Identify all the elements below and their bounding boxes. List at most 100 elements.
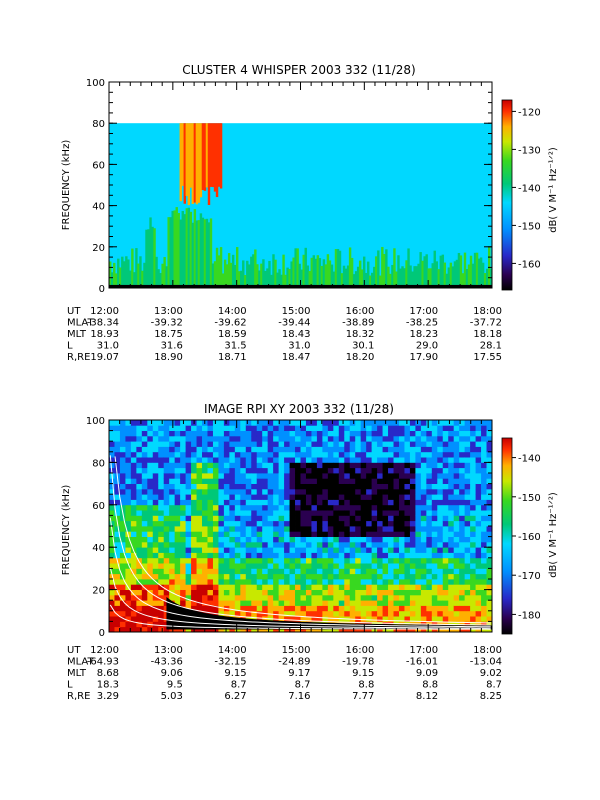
spectrogram-cell — [415, 589, 422, 596]
spectrogram-cell — [196, 420, 203, 426]
emission-column — [280, 274, 283, 285]
spectrogram-cell — [355, 467, 362, 474]
emission-column — [302, 254, 305, 285]
spectrogram-cell — [207, 589, 214, 596]
spectrogram-cell — [481, 467, 487, 474]
spectrogram-cell — [240, 420, 247, 426]
spectrogram-cell — [448, 488, 455, 495]
spectrogram-cell — [223, 435, 230, 442]
spectrogram-cell — [130, 441, 137, 447]
spectrogram-cell — [169, 626, 176, 633]
spectrogram-cell — [377, 552, 383, 559]
spectrogram-cell — [377, 504, 383, 511]
spectrogram-cell — [327, 563, 334, 569]
spectrogram-cell — [464, 478, 471, 484]
spectrogram-cell — [202, 515, 208, 522]
spectrogram-cell — [464, 568, 471, 575]
spectrogram-cell — [415, 457, 422, 463]
spectrogram-cell — [420, 605, 427, 612]
spectrogram-cell — [459, 563, 466, 569]
spectrogram-cell — [333, 610, 340, 617]
spectrogram-cell — [218, 499, 225, 506]
spectrogram-cell — [388, 435, 394, 442]
spectrogram-cell — [240, 441, 247, 447]
spectrogram-cell — [174, 420, 181, 426]
spectrogram-cell — [366, 430, 373, 437]
spectrogram-cell — [152, 557, 159, 564]
spectrogram-cell — [437, 510, 444, 516]
spectrogram-cell — [295, 536, 301, 543]
spectrogram-cell — [251, 473, 258, 479]
spectrogram-cell — [196, 425, 203, 431]
spectrogram-cell — [442, 446, 449, 453]
spectrogram-cell — [273, 573, 280, 580]
burst-column — [181, 123, 184, 186]
spectrogram-cell — [420, 488, 427, 495]
spectrogram-cell — [355, 499, 362, 506]
emission-column — [207, 222, 211, 285]
spectrogram-cell — [212, 526, 219, 532]
spectrogram-cell — [229, 478, 236, 484]
spectrogram-cell — [130, 515, 137, 522]
spectrogram-cell — [163, 573, 170, 580]
spectrogram-cell — [278, 594, 285, 601]
spectrogram-cell — [453, 579, 460, 585]
spectrogram-cell — [305, 552, 312, 559]
spectrogram-cell — [355, 610, 362, 617]
spectrogram-cell — [202, 573, 208, 580]
spectrogram-cell — [141, 451, 148, 458]
spectrogram-cell — [377, 526, 383, 532]
spectrogram-cell — [141, 457, 148, 463]
spectrogram-cell — [119, 488, 126, 495]
emission-column — [413, 266, 416, 285]
spectrogram-cell — [459, 494, 466, 500]
spectrogram-cell — [169, 563, 176, 569]
spectrogram-cell — [278, 441, 285, 447]
spectrogram-cell — [349, 626, 356, 633]
emission-column — [201, 217, 205, 285]
spectrogram-cell — [377, 584, 383, 590]
spectrogram-cell — [327, 446, 334, 453]
spectrogram-cell — [393, 594, 400, 601]
spectrogram-cell — [382, 494, 389, 500]
spectrogram-cell — [163, 568, 170, 575]
spectrogram-cell — [223, 430, 230, 437]
spectrogram-cell — [404, 610, 411, 617]
spectrogram-cell — [344, 457, 351, 463]
ephemeris-value: 9.02 — [480, 668, 502, 679]
spectrogram-cell — [415, 467, 422, 474]
spectrogram-cell — [338, 557, 345, 564]
spectrogram-cell — [442, 526, 449, 532]
spectrogram-cell — [475, 462, 482, 469]
spectrogram-cell — [415, 451, 422, 458]
spectrogram-cell — [338, 478, 345, 484]
spectrogram-cell — [415, 531, 422, 537]
spectrogram-cell — [426, 610, 433, 617]
spectrogram-cell — [202, 483, 208, 490]
spectrogram-cell — [316, 425, 323, 431]
spectrogram-cell — [295, 526, 301, 532]
emission-column — [385, 249, 388, 285]
spectrogram-cell — [158, 504, 165, 511]
spectrogram-cell — [284, 616, 290, 622]
spectrogram-cell — [278, 494, 285, 500]
emission-column — [401, 266, 404, 285]
spectrogram-cell — [382, 552, 389, 559]
spectrogram-cell — [420, 473, 427, 479]
spectrogram-cell — [393, 441, 400, 447]
spectrogram-cell — [114, 541, 121, 548]
spectrogram-cell — [147, 520, 154, 527]
ephemeris-row-label: MLAT — [67, 318, 94, 329]
spectrogram-cell — [196, 579, 203, 585]
spectrogram-cell — [327, 536, 334, 543]
spectrogram-cell — [223, 462, 230, 469]
spectrogram-cell — [119, 552, 126, 559]
spectrogram-cell — [420, 420, 427, 426]
spectrogram-cell — [202, 589, 208, 596]
spectrogram-cell — [295, 626, 301, 633]
spectrogram-cell — [442, 536, 449, 543]
spectrogram-cell — [163, 467, 170, 474]
spectrogram-cell — [316, 504, 323, 511]
spectrogram-cell — [295, 531, 301, 537]
spectrogram-cell — [278, 488, 285, 495]
